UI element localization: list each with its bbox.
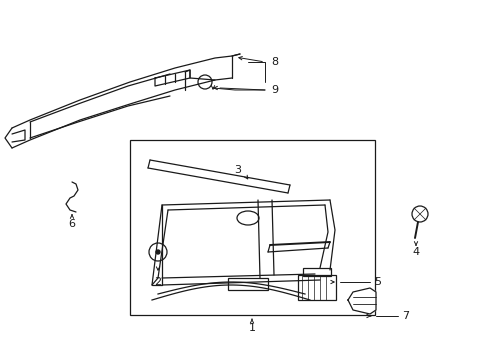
Text: 8: 8 xyxy=(271,57,278,67)
Text: 7: 7 xyxy=(402,311,409,321)
Text: 4: 4 xyxy=(411,247,419,257)
Bar xyxy=(303,268,330,276)
Text: 9: 9 xyxy=(271,85,278,95)
Text: 1: 1 xyxy=(248,323,255,333)
Bar xyxy=(227,278,267,290)
Text: 5: 5 xyxy=(374,277,381,287)
Bar xyxy=(297,275,335,300)
Text: 6: 6 xyxy=(68,219,75,229)
Polygon shape xyxy=(347,288,375,314)
Text: 3: 3 xyxy=(234,165,241,175)
Text: 2: 2 xyxy=(154,277,161,287)
Bar xyxy=(130,140,374,315)
Circle shape xyxy=(156,250,160,254)
